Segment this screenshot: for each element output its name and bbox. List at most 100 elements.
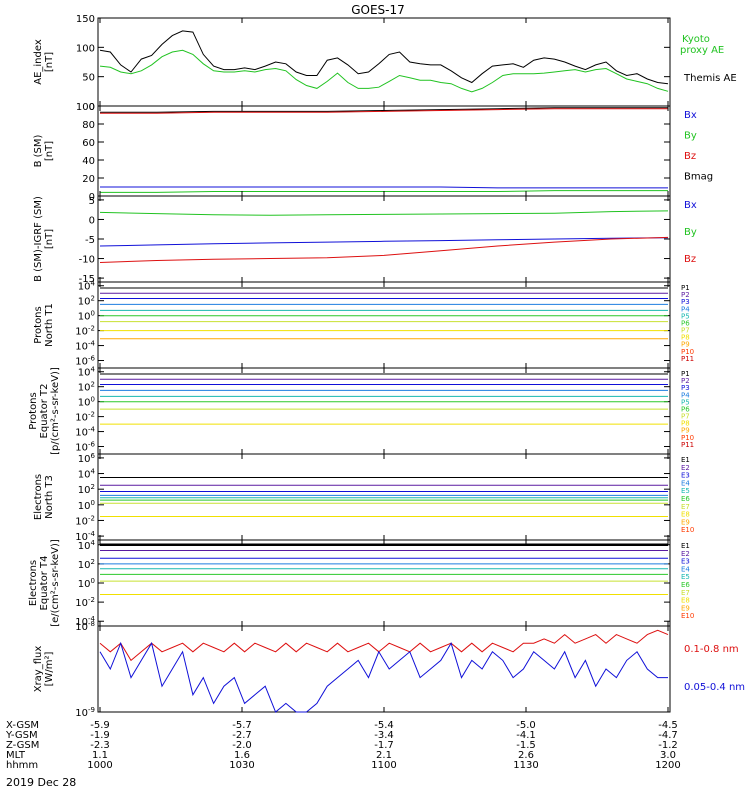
legend-entry: E9 [681, 604, 690, 612]
legend-entry: P2 [681, 377, 690, 385]
legend-entry: E2 [681, 464, 690, 472]
y-tick-label: 40 [82, 156, 95, 167]
x-axis-block: X-GSM -5.9 -5.7 -5.4 -5.0 -4.5 Y-GSM -1.9 -2.7 -3… [5, 18, 681, 771]
y-tick-label: 106 [78, 452, 96, 465]
legend-entry: 0.1-0.8 nm [684, 644, 739, 655]
x-row-value: 1.6 [234, 750, 250, 761]
legend-entry: Themis AE [683, 73, 737, 84]
y-axis-label: B (SM)[nT] [33, 134, 55, 167]
x-row-value: -5.9 [90, 720, 110, 731]
y-tick-label: 104 [78, 366, 96, 379]
legend-entry: Bx [684, 200, 697, 211]
legend-entry: E10 [681, 612, 694, 620]
chart-title: GOES-17 [351, 3, 405, 17]
panel-xray: 10-8 10-9 Xray_flux[W/m²] 0.1-0.8 nm 0.05-0.… [33, 620, 745, 719]
legend-entry: E7 [681, 503, 690, 511]
legend-entry: P5 [681, 312, 690, 320]
legend-entry: proxy AE [680, 45, 724, 56]
y-tick-label: 10-2 [75, 411, 95, 424]
panel-frame [97, 453, 671, 541]
legend-entry: P9 [681, 341, 690, 349]
y-tick-label: 10-2 [75, 596, 95, 609]
x-row-value: -5.4 [374, 720, 394, 731]
y-tick-label: 10-2 [75, 514, 95, 527]
legend-entry: E3 [681, 472, 690, 480]
legend-entry: E5 [681, 487, 690, 495]
legend-entry: P3 [681, 298, 690, 306]
y-tick-label: 100 [76, 43, 95, 54]
x-row-label: Z-GSM [6, 740, 39, 751]
legend-entry: P1 [681, 370, 690, 378]
legend-entry: P6 [681, 319, 690, 327]
legend-entry: P8 [681, 420, 690, 428]
legend-entry: Bmag [684, 172, 713, 183]
x-row-value: 1000 [87, 760, 112, 771]
legend-entry: P5 [681, 398, 690, 406]
legend-entry: E6 [681, 495, 690, 503]
x-row-value: 1200 [655, 760, 680, 771]
x-row-value: -4.5 [658, 720, 678, 731]
y-tick-label: 100 [76, 102, 95, 113]
x-row-label: Y-GSM [5, 730, 38, 741]
panel-frame [97, 539, 671, 627]
panel-frame [97, 281, 671, 369]
legend-entry: P10 [681, 434, 694, 442]
x-row-value: 2.6 [518, 750, 534, 761]
legend-entry: P7 [681, 413, 690, 421]
y-tick-label: 10-4 [75, 340, 95, 353]
y-tick-label: 100 [78, 396, 95, 409]
x-row-value: 1030 [229, 760, 254, 771]
y-tick-label: 20 [82, 174, 95, 185]
y-tick-label: 10-8 [75, 620, 95, 633]
legend-entry: P11 [681, 441, 694, 449]
legend-entry: Bx [684, 110, 697, 121]
legend-entry: E8 [681, 597, 690, 605]
legend-entry: P4 [681, 391, 690, 399]
y-tick-label: 0 [89, 192, 95, 203]
x-row-value: 3.0 [660, 750, 676, 761]
x-row-value: -2.0 [232, 740, 252, 751]
legend-entry: By [684, 131, 697, 142]
y-tick-label: 0 [89, 102, 95, 113]
legend-entry: P1 [681, 284, 690, 292]
x-row-value: -4.7 [658, 730, 678, 741]
legend-entry: P11 [681, 355, 694, 363]
x-row-value: 1100 [371, 760, 396, 771]
legend-entry: E8 [681, 511, 690, 519]
y-tick-label: 10-9 [75, 706, 95, 719]
series-themis-ae [99, 30, 669, 85]
legend-entry: 0.05-0.4 nm [684, 682, 745, 693]
y-tick-label: 104 [78, 468, 96, 481]
legend-entry: E4 [681, 479, 690, 487]
legend-entry: E7 [681, 589, 690, 597]
legend: Bx By Bz [684, 200, 697, 265]
x-row-label: MLT [6, 750, 26, 761]
legend-entry: E5 [681, 573, 690, 581]
y-tick-label: 0 [89, 215, 95, 226]
x-row-label: hhmm [6, 760, 38, 771]
x-row-value: 1.1 [92, 750, 108, 761]
legend-entry: E1 [681, 456, 690, 464]
legend-entry: Kyoto [682, 34, 710, 45]
legend: 0.1-0.8 nm 0.05-0.4 nm [684, 644, 745, 693]
y-tick-label: 102 [78, 295, 95, 308]
panel-frame [97, 105, 671, 197]
date-label: 2019 Dec 28 [6, 776, 76, 789]
series-0-05-0-4-nm [99, 641, 668, 713]
x-row-value: -5.7 [232, 720, 252, 731]
y-axis-label: B (SM)-IGRF (SM)[nT] [33, 196, 55, 282]
legend-entry: E3 [681, 558, 690, 566]
panel-frame [97, 367, 671, 455]
legend-entry: P6 [681, 405, 690, 413]
